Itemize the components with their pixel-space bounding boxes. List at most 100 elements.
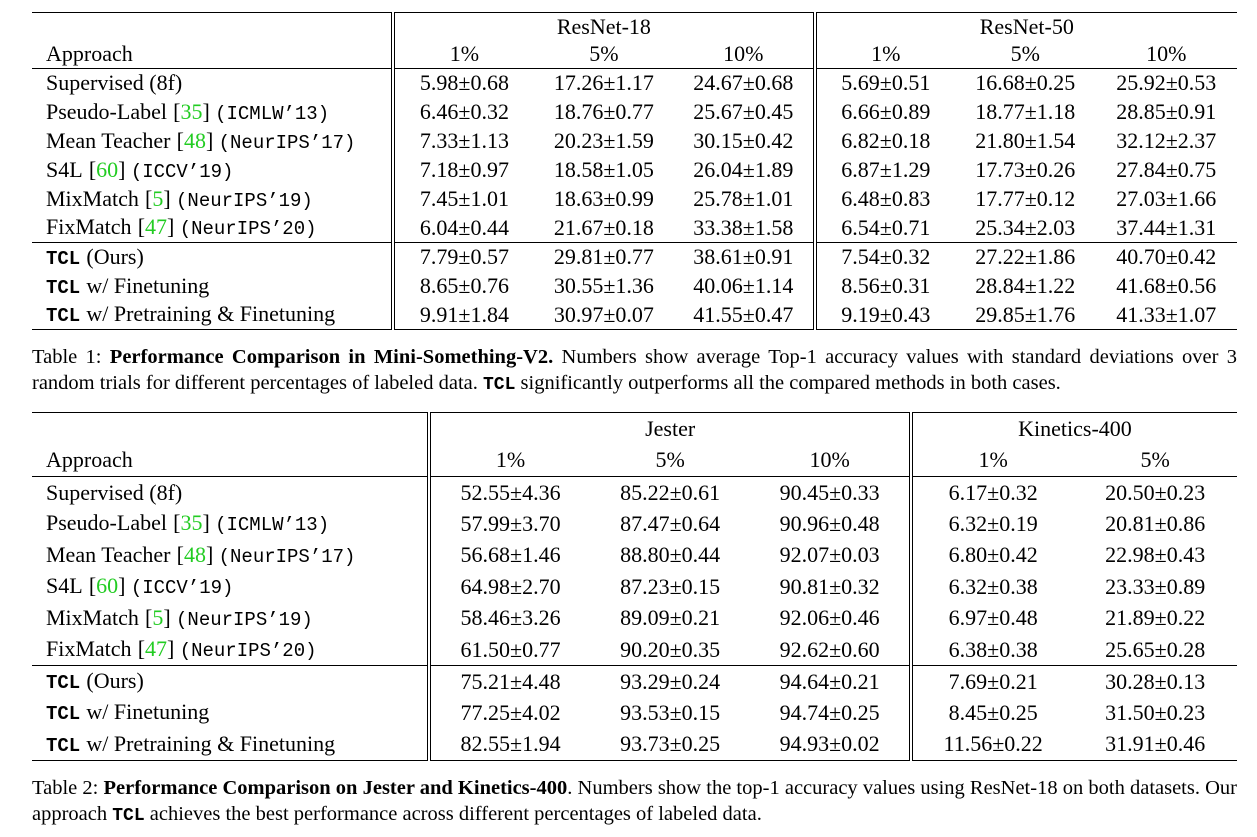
caption: Table 1: Performance Comparison in Mini-…: [32, 344, 1237, 398]
approach-cell: Supervised (8f): [32, 477, 429, 509]
value-cell: 21.67±0.18: [553, 214, 654, 240]
value-cell: 18.77±1.18: [975, 99, 1076, 124]
value-cell: 61.50±0.77: [427, 634, 590, 666]
approach-name: Mean Teacher: [46, 127, 171, 153]
value-cell: 8.65±0.76: [391, 271, 534, 301]
value-cell: 11.56±0.22: [908, 728, 1074, 761]
value-cell: 20.81±0.86: [1105, 510, 1206, 536]
table-row: Supervised (8f) 5.98±0.68 17.26±1.17 24.67±…: [32, 68, 1237, 98]
value-cell: 17.77±0.12: [975, 186, 1076, 211]
venue: (ICCV’19): [130, 160, 234, 183]
value-cell: 87.47±0.64: [620, 510, 721, 536]
value-cell: 57.99±3.70: [427, 508, 590, 540]
caption-text: . Numbers show the top-1 accuracy values…: [32, 776, 1238, 825]
table-row: MixMatch [5] (NeurIPS’19) 7.45±1.01 18.63±0.…: [32, 184, 1237, 214]
value-cell: 94.93±0.02: [750, 728, 911, 761]
value-cell: 41.68±0.56: [1116, 273, 1217, 298]
venue: (NeurIPS’17): [218, 131, 356, 154]
caption-text: achieves the best performance across dif…: [149, 802, 762, 825]
method-name: TCL: [46, 305, 81, 328]
value-cell: 7.18±0.97: [391, 155, 534, 185]
approach-name: Supervised (8f): [46, 479, 183, 505]
approach-cell: TCL w/ Pretraining & Finetuning: [32, 300, 394, 330]
caption: Table 2: Performance Comparison on Jeste…: [32, 775, 1237, 829]
approach-name: S4L: [46, 573, 83, 599]
citation: [35]: [173, 98, 210, 124]
approach-header: Approach: [32, 444, 430, 477]
value-cell: 22.98±0.43: [1105, 542, 1206, 568]
value-cell: 29.85±1.76: [955, 300, 1096, 330]
table-row: TCL (Ours) 75.21±4.48 93.29±0.24 94.64±0.21 7…: [32, 665, 1237, 697]
approach-name: (Ours): [86, 243, 144, 269]
value-cell: 7.79±0.57: [391, 242, 534, 272]
value-cell: 28.84±1.22: [975, 273, 1076, 298]
approach-name: S4L: [46, 156, 83, 182]
value-cell: 30.97±0.07: [533, 300, 675, 330]
value-cell: 8.45±0.25: [908, 697, 1074, 729]
caption-code: TCL: [483, 375, 516, 395]
approach-header: Approach: [32, 40, 394, 69]
value-cell: 23.33±0.89: [1105, 573, 1206, 599]
column-header: 1%: [427, 444, 590, 477]
value-cell: 32.12±2.37: [1116, 128, 1217, 153]
value-cell: 6.87±1.29: [812, 155, 956, 185]
table-block: ResNet-18 ResNet-50 Approach 1% 5% 10% 1% 5% 10%…: [32, 12, 1237, 398]
column-header: 5%: [955, 40, 1096, 69]
approach-cell: FixMatch [47] (NeurIPS’20): [32, 214, 393, 243]
venue: (ICMLW’13): [215, 514, 330, 537]
citation: [48]: [176, 541, 214, 567]
citation: [48]: [176, 127, 214, 153]
value-cell: 27.22±1.86: [955, 242, 1096, 272]
table-row: S4L [60] (ICCV’19) 7.18±0.97 18.58±1.05 26.04…: [32, 155, 1237, 185]
column-header: 5%: [589, 444, 751, 477]
value-cell: 25.65±0.28: [1105, 636, 1206, 662]
venue: (NeurIPS’19): [176, 608, 313, 631]
caption-text: significantly outperforms all the compar…: [520, 372, 1061, 394]
approach-name: w/ Finetuning: [86, 699, 210, 725]
group-name: ResNet-18: [391, 12, 815, 41]
table-row: TCL w/ Pretraining & Finetuning 9.91±1.84 3…: [32, 300, 1237, 330]
value-cell: 9.91±1.84: [391, 300, 534, 330]
table-row: Pseudo-Label [35] (ICMLW’13) 6.46±0.32 18.76…: [32, 97, 1237, 127]
value-cell: 52.55±4.36: [427, 476, 590, 508]
value-cell: 9.19±0.43: [812, 300, 956, 330]
value-cell: 92.06±0.46: [779, 605, 880, 631]
value-cell: 20.50±0.23: [1105, 479, 1206, 505]
value-cell: 6.54±0.71: [812, 213, 956, 243]
value-cell: 90.96±0.48: [779, 510, 880, 536]
value-cell: 90.20±0.35: [620, 636, 721, 662]
column-header: 10%: [674, 40, 815, 69]
value-cell: 7.69±0.21: [908, 665, 1074, 697]
citation: [5]: [145, 185, 171, 211]
venue: (NeurIPS’20): [179, 640, 317, 662]
approach-name: (Ours): [86, 668, 144, 693]
header-blank: [32, 412, 430, 445]
value-cell: 28.85±0.91: [1116, 99, 1217, 124]
value-cell: 8.56±0.31: [812, 271, 956, 301]
table-row: FixMatch [47] (NeurIPS’20) 61.50±0.77 90.20±…: [32, 634, 1237, 666]
approach-cell: Mean Teacher [48] (NeurIPS’17): [32, 127, 393, 156]
value-cell: 16.68±0.25: [975, 70, 1076, 96]
value-cell: 30.15±0.42: [693, 128, 794, 153]
value-cell: 21.89±0.22: [1105, 605, 1206, 631]
value-cell: 30.55±1.36: [553, 273, 654, 298]
value-cell: 25.78±1.01: [693, 186, 794, 211]
value-cell: 89.09±0.21: [620, 605, 721, 631]
table-row: TCL w/ Finetuning 77.25±4.02 93.53±0.15 94.7…: [32, 697, 1237, 729]
value-cell: 40.70±0.42: [1095, 242, 1237, 272]
value-cell: 31.50±0.23: [1105, 699, 1206, 725]
value-cell: 18.58±1.05: [553, 157, 654, 182]
group-header-row: Jester Kinetics-400: [32, 412, 1237, 445]
value-cell: 85.22±0.61: [620, 479, 721, 505]
caption-label: Table 2:: [32, 776, 99, 799]
value-cell: 29.81±0.77: [533, 242, 675, 272]
header-blank: [32, 12, 394, 41]
value-cell: 6.80±0.42: [908, 539, 1074, 571]
value-cell: 90.45±0.33: [779, 479, 880, 505]
caption-code: TCL: [112, 805, 145, 826]
approach-cell: TCL (Ours): [32, 665, 430, 697]
value-cell: 6.04±0.44: [391, 213, 534, 243]
value-cell: 18.63±0.99: [553, 186, 654, 211]
value-cell: 58.46±3.26: [427, 602, 590, 634]
